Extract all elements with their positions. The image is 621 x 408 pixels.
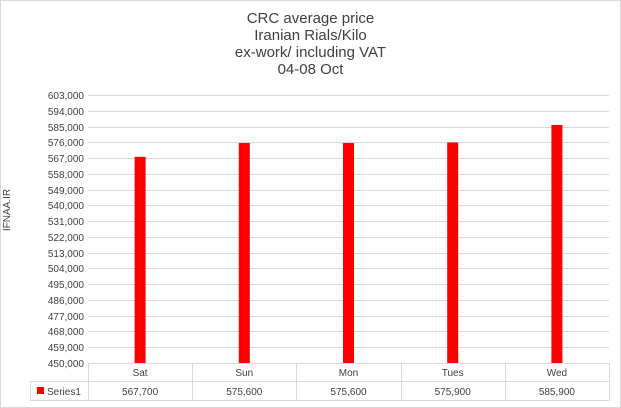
y-tick-label: 549,000 — [48, 186, 85, 197]
y-tick-label: 459,000 — [48, 343, 85, 354]
bar — [134, 156, 146, 363]
bar — [343, 142, 354, 363]
chart-title: CRC average price Iranian Rials/Kilo ex-… — [0, 10, 621, 78]
y-tick-label: 558,000 — [48, 170, 85, 181]
y-tick-label: 567,000 — [48, 154, 85, 165]
y-tick-label: 468,000 — [48, 327, 85, 338]
title-line-3: ex-work/ including VAT — [234, 44, 387, 61]
y-tick-label: 531,000 — [48, 217, 85, 228]
legend-label: Series1 — [47, 387, 81, 398]
y-tick-label: 594,000 — [48, 107, 85, 118]
y-tick-label: 495,000 — [48, 280, 85, 291]
x-tick-label: Tues — [442, 368, 464, 379]
y-tick-label: 576,000 — [48, 138, 85, 149]
y-tick-label: 504,000 — [48, 264, 85, 275]
bar — [447, 142, 459, 363]
data-table-value: 575,600 — [330, 387, 367, 398]
y-tick-label: 486,000 — [48, 296, 85, 307]
data-table-value: 567,700 — [122, 387, 159, 398]
y-tick-label: 522,000 — [48, 233, 85, 244]
y-tick-label: 540,000 — [48, 201, 85, 212]
data-table-value: 575,600 — [226, 387, 263, 398]
title-line-4: 04-08 Oct — [277, 61, 344, 78]
title-line-1: CRC average price — [246, 10, 375, 27]
data-table-value: 575,900 — [435, 387, 472, 398]
x-tick-label: Sat — [133, 368, 148, 379]
data-table-value: 585,900 — [539, 387, 576, 398]
legend-swatch — [37, 387, 44, 394]
bar — [551, 124, 563, 363]
y-tick-label: 450,000 — [48, 359, 85, 370]
y-tick-label: 477,000 — [48, 312, 85, 323]
y-tick-label: 585,000 — [48, 123, 85, 134]
x-tick-label: Sun — [235, 368, 253, 379]
x-tick-label: Wed — [547, 368, 567, 379]
bar — [238, 142, 250, 363]
y-tick-label: 603,000 — [48, 91, 85, 102]
title-line-2: Iranian Rials/Kilo — [254, 27, 367, 44]
y-tick-label: 513,000 — [48, 249, 85, 260]
x-tick-label: Mon — [339, 368, 358, 379]
